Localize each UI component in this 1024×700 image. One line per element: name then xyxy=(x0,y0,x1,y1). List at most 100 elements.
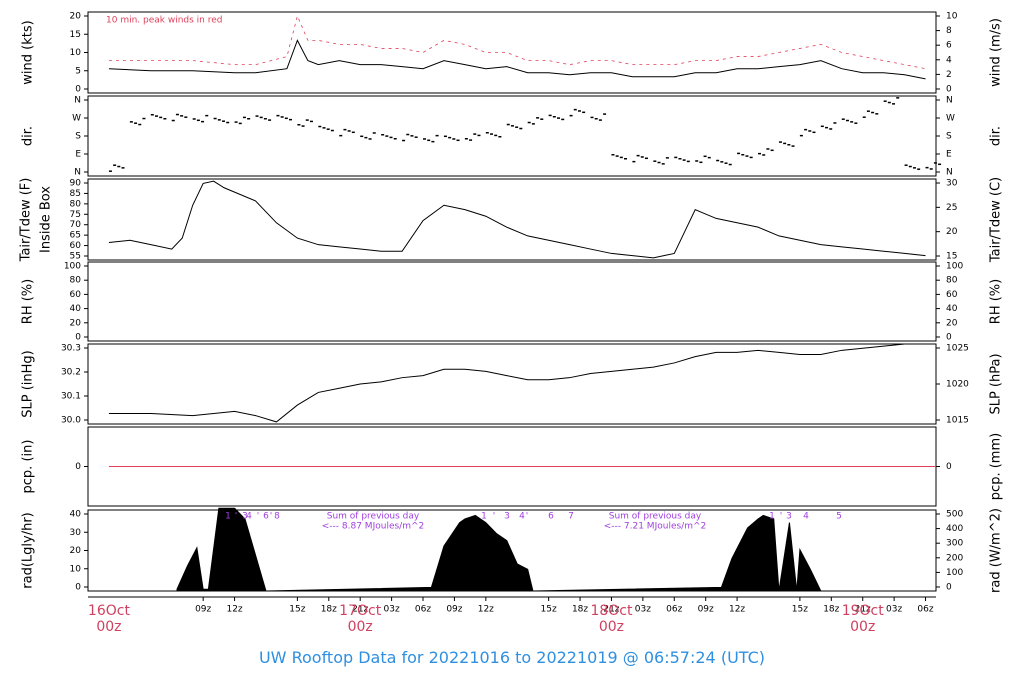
time-tick-label: 18z xyxy=(572,605,588,615)
direction-point xyxy=(389,136,393,139)
direction-point xyxy=(297,124,301,126)
y-axis-label-left: pcp. (in) xyxy=(21,440,36,494)
direction-point xyxy=(519,127,523,130)
direction-point xyxy=(720,161,724,163)
direction-point xyxy=(280,116,284,118)
direction-point xyxy=(381,134,385,136)
right-tick-label: 0 xyxy=(946,333,952,343)
time-tick-label: 12z xyxy=(478,605,494,615)
direction-point xyxy=(933,162,937,164)
left-tick-label: 30.1 xyxy=(61,392,81,402)
direction-point xyxy=(385,135,389,137)
direction-point xyxy=(862,116,866,118)
y-axis-label-left: rad(Lgly/hr) xyxy=(21,512,36,588)
right-tick-label: 400 xyxy=(946,524,963,534)
left-tick-label: W xyxy=(72,114,81,124)
direction-point xyxy=(678,158,682,160)
left-tick-label: 30 xyxy=(70,528,82,538)
direction-point xyxy=(515,126,519,128)
direction-point xyxy=(758,152,762,155)
direction-point xyxy=(201,120,205,123)
direction-point xyxy=(812,131,816,134)
direction-point xyxy=(510,125,514,127)
right-tick-label: 25 xyxy=(946,203,957,213)
right-tick-label: 200 xyxy=(946,553,963,563)
direction-point xyxy=(749,156,753,159)
direction-point xyxy=(477,134,481,137)
direction-point xyxy=(766,148,770,150)
right-tick-label: 1015 xyxy=(946,416,969,426)
direction-point xyxy=(330,129,334,132)
left-tick-label: 0 xyxy=(75,462,81,472)
direction-point xyxy=(284,117,288,120)
left-tick-label: 40 xyxy=(70,304,82,314)
right-tick-label: N xyxy=(946,168,953,178)
right-tick-label: 300 xyxy=(946,539,963,549)
hour-marker: 8 xyxy=(274,512,280,522)
hour-marker: 3 xyxy=(504,512,510,522)
direction-point xyxy=(226,121,230,124)
y-axis-label-left: Tair/Tdew (F) xyxy=(19,178,34,263)
direction-point xyxy=(611,154,615,156)
time-tick-label: 06z xyxy=(917,605,933,615)
date-hour-label: 00z xyxy=(348,619,373,635)
direction-point xyxy=(540,118,544,120)
direction-point xyxy=(163,118,167,120)
direction-point xyxy=(603,113,607,115)
hour-marker: ' xyxy=(526,512,528,522)
direction-point xyxy=(703,155,707,158)
direction-point xyxy=(347,130,351,132)
right-tick-label: 60 xyxy=(946,290,958,300)
radiation-area xyxy=(176,507,822,592)
left-tick-label: 0 xyxy=(75,85,81,95)
direction-point xyxy=(443,135,447,138)
direction-point xyxy=(393,138,397,140)
hour-marker: 5 xyxy=(836,512,842,522)
direction-point xyxy=(498,136,502,138)
left-tick-label: 10 xyxy=(70,48,82,58)
left-tick-label: 55 xyxy=(70,252,81,262)
direction-point xyxy=(887,101,891,104)
peak-wind-line xyxy=(108,14,926,70)
direction-point xyxy=(938,163,942,166)
direction-point xyxy=(184,116,188,118)
right-tick-label: E xyxy=(946,150,952,160)
direction-point xyxy=(527,121,531,124)
direction-point xyxy=(624,158,628,160)
time-tick-label: 15z xyxy=(289,605,305,615)
date-label: 16Oct xyxy=(88,603,131,619)
hour-marker: 3 xyxy=(242,512,248,522)
direction-point xyxy=(841,118,845,120)
direction-point xyxy=(854,122,858,124)
direction-point xyxy=(728,163,732,166)
direction-point xyxy=(925,166,929,169)
hour-marker: 1 xyxy=(481,512,487,522)
y-axis-label-left: RH (%) xyxy=(21,279,36,324)
y-axis-label-right: Tair/Tdew (C) xyxy=(989,177,1004,263)
direction-point xyxy=(636,154,640,157)
panel-frame xyxy=(87,95,937,177)
right-tick-label: 20 xyxy=(946,227,958,237)
time-tick-label: 18z xyxy=(321,605,337,615)
direction-point xyxy=(557,117,561,119)
y-axis-label-right: SLP (hPa) xyxy=(989,353,1004,414)
left-tick-label: 15 xyxy=(70,30,81,40)
direction-point xyxy=(904,164,908,166)
time-tick-label: 18z xyxy=(823,605,839,615)
direction-point xyxy=(276,114,280,117)
direction-point xyxy=(268,119,272,121)
right-tick-label: 1020 xyxy=(946,380,969,390)
time-tick-label: 21z xyxy=(352,605,368,615)
direction-point xyxy=(653,160,657,162)
direction-point xyxy=(829,128,833,130)
left-tick-label: 70 xyxy=(70,220,82,230)
direction-point xyxy=(783,142,787,145)
time-tick-label: 15z xyxy=(541,605,557,615)
direction-point xyxy=(456,139,460,142)
direction-point xyxy=(632,160,636,163)
date-label: 17Oct xyxy=(339,603,382,619)
direction-point xyxy=(573,108,577,111)
direction-point xyxy=(406,133,410,136)
direction-point xyxy=(423,138,427,140)
direction-point xyxy=(724,162,728,164)
